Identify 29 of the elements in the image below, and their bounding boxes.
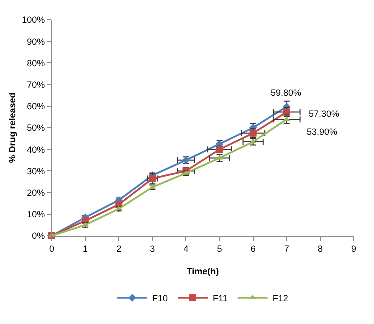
x-tick-label: 8 [318,244,323,254]
x-tick-label: 5 [217,244,222,254]
y-tick-label: 50% [27,123,46,134]
legend-label: F10 [152,294,168,304]
y-tick-label: 70% [27,80,46,90]
annotation: 53.90% [307,127,338,137]
y-tick-label: 90% [27,36,46,47]
x-axis-title: Time(h) [186,266,220,277]
y-tick-label: 0% [32,231,46,242]
y-tick-label: 60% [27,102,46,112]
y-tick-label: 30% [27,166,46,176]
x-tick-label: 3 [150,244,156,254]
y-tick-label: 40% [27,144,46,155]
x-tick-label: 6 [250,244,256,254]
y-axis-title: % Drug released [8,92,18,164]
x-tick-label: 0 [49,244,55,254]
annotation: 57.30% [309,109,340,119]
legend-label: F11 [213,294,228,304]
y-tick-label: 100% [22,15,46,26]
x-tick-label: 9 [351,244,357,254]
x-tick-label: 1 [83,244,88,254]
y-tick-label: 20% [27,188,46,198]
y-tick-label: 80% [27,58,46,68]
annotation: 59.80% [271,88,302,98]
y-tick-label: 10% [27,210,46,220]
x-tick-label: 4 [184,244,189,254]
x-tick-label: 2 [116,244,122,254]
legend-label: F12 [272,294,288,304]
x-tick-label: 7 [284,244,290,254]
